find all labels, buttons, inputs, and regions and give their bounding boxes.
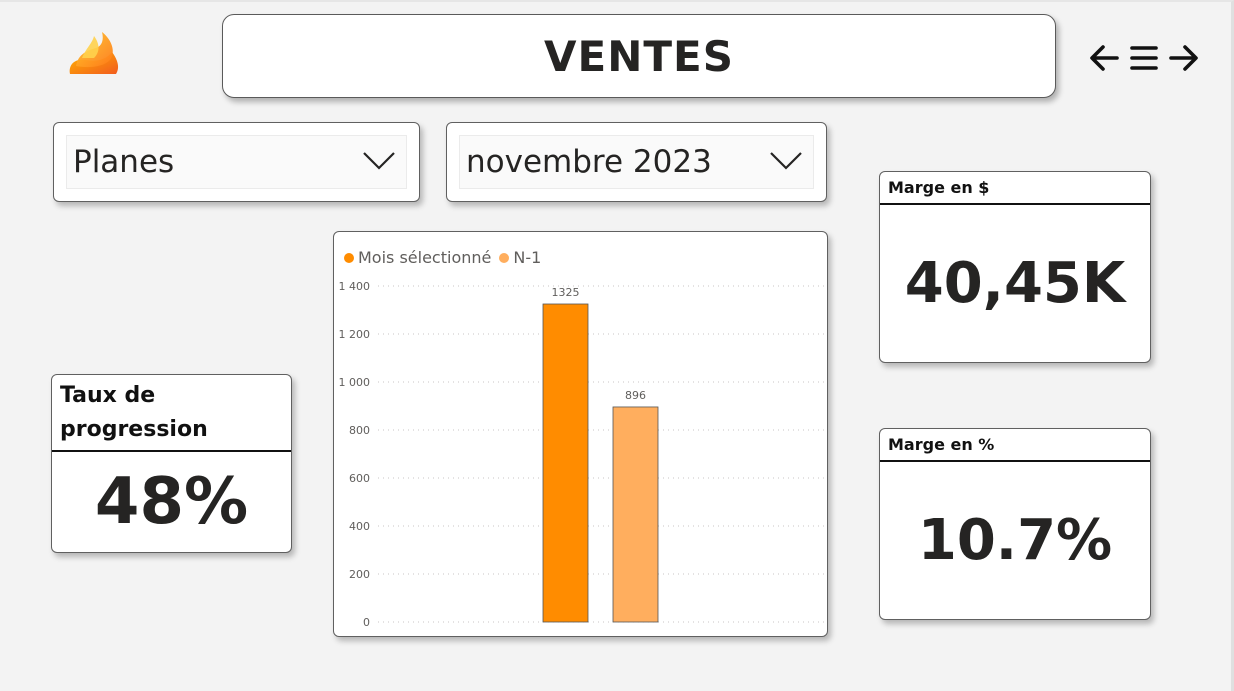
margin-pct-card-value: 10.7%	[917, 508, 1113, 573]
sales-chart-card: Mois sélectionné N-1 0 200 400 600 800 1 000 1…	[333, 231, 828, 637]
bar-chart: 0 200 400 600 800 1 000 1 200 1 400 1325 896	[339, 280, 824, 629]
data-label: 1325	[552, 286, 580, 299]
flame-logo-icon	[66, 30, 124, 78]
product-slicer[interactable]: Planes	[53, 122, 420, 202]
arrow-right-icon	[1169, 45, 1198, 71]
margin-usd-card: Marge en $ 40,45K	[879, 171, 1151, 363]
progression-card-value: 48%	[94, 465, 249, 539]
margin-usd-card-value: 40,45K	[904, 251, 1126, 316]
margin-pct-card-title: Marge en %	[880, 429, 1150, 462]
legend-item-selected[interactable]: Mois sélectionné	[344, 248, 491, 267]
y-tick-label: 0	[363, 616, 370, 629]
legend-dot-previous	[499, 252, 510, 263]
bar-selected-month[interactable]	[542, 303, 589, 623]
month-dropdown-value: novembre 2023	[466, 144, 712, 180]
margin-usd-card-title: Marge en $	[880, 172, 1150, 205]
page-title: VENTES	[544, 31, 734, 81]
data-label: 896	[625, 389, 646, 402]
y-tick-label: 200	[349, 568, 370, 581]
y-tick-label: 1 000	[339, 376, 371, 389]
y-tick-label: 400	[349, 520, 370, 533]
product-dropdown[interactable]: Planes	[66, 135, 407, 189]
margin-pct-card: Marge en % 10.7%	[879, 428, 1151, 620]
y-tick-label: 1 200	[339, 328, 371, 341]
chevron-down-icon[interactable]	[362, 150, 396, 172]
bar-previous-year[interactable]	[612, 406, 659, 623]
chart-legend: Mois sélectionné N-1	[344, 248, 549, 267]
product-dropdown-value: Planes	[73, 144, 175, 180]
progression-card-title: Taux de progression	[52, 375, 291, 452]
month-slicer[interactable]: novembre 2023	[446, 122, 827, 202]
legend-item-previous[interactable]: N-1	[499, 248, 541, 267]
legend-label-selected: Mois sélectionné	[358, 248, 492, 267]
y-tick-label: 600	[349, 472, 370, 485]
page-navigation	[1084, 38, 1204, 78]
chevron-down-icon[interactable]	[769, 150, 803, 172]
month-dropdown[interactable]: novembre 2023	[459, 135, 814, 189]
legend-label-previous: N-1	[513, 248, 542, 267]
y-tick-label: 1 400	[339, 280, 371, 293]
y-tick-label: 800	[349, 424, 370, 437]
title-card: VENTES	[222, 14, 1056, 98]
back-button[interactable]	[1084, 38, 1124, 78]
menu-button[interactable]	[1124, 38, 1164, 78]
menu-icon	[1130, 46, 1158, 70]
legend-dot-selected	[344, 252, 354, 263]
progression-card: Taux de progression 48%	[51, 374, 292, 553]
forward-button[interactable]	[1164, 38, 1204, 78]
arrow-left-icon	[1090, 45, 1119, 71]
